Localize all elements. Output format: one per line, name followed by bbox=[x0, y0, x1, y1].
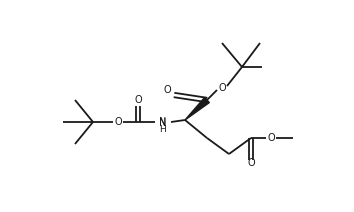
Text: O: O bbox=[134, 95, 142, 105]
Text: N: N bbox=[159, 117, 167, 127]
Text: O: O bbox=[267, 133, 275, 143]
Text: O: O bbox=[114, 117, 122, 127]
Text: N: N bbox=[159, 118, 167, 128]
Polygon shape bbox=[185, 97, 209, 120]
Text: O: O bbox=[163, 85, 171, 95]
Text: O: O bbox=[218, 83, 226, 93]
Text: O: O bbox=[247, 158, 255, 168]
Text: H: H bbox=[160, 126, 166, 134]
